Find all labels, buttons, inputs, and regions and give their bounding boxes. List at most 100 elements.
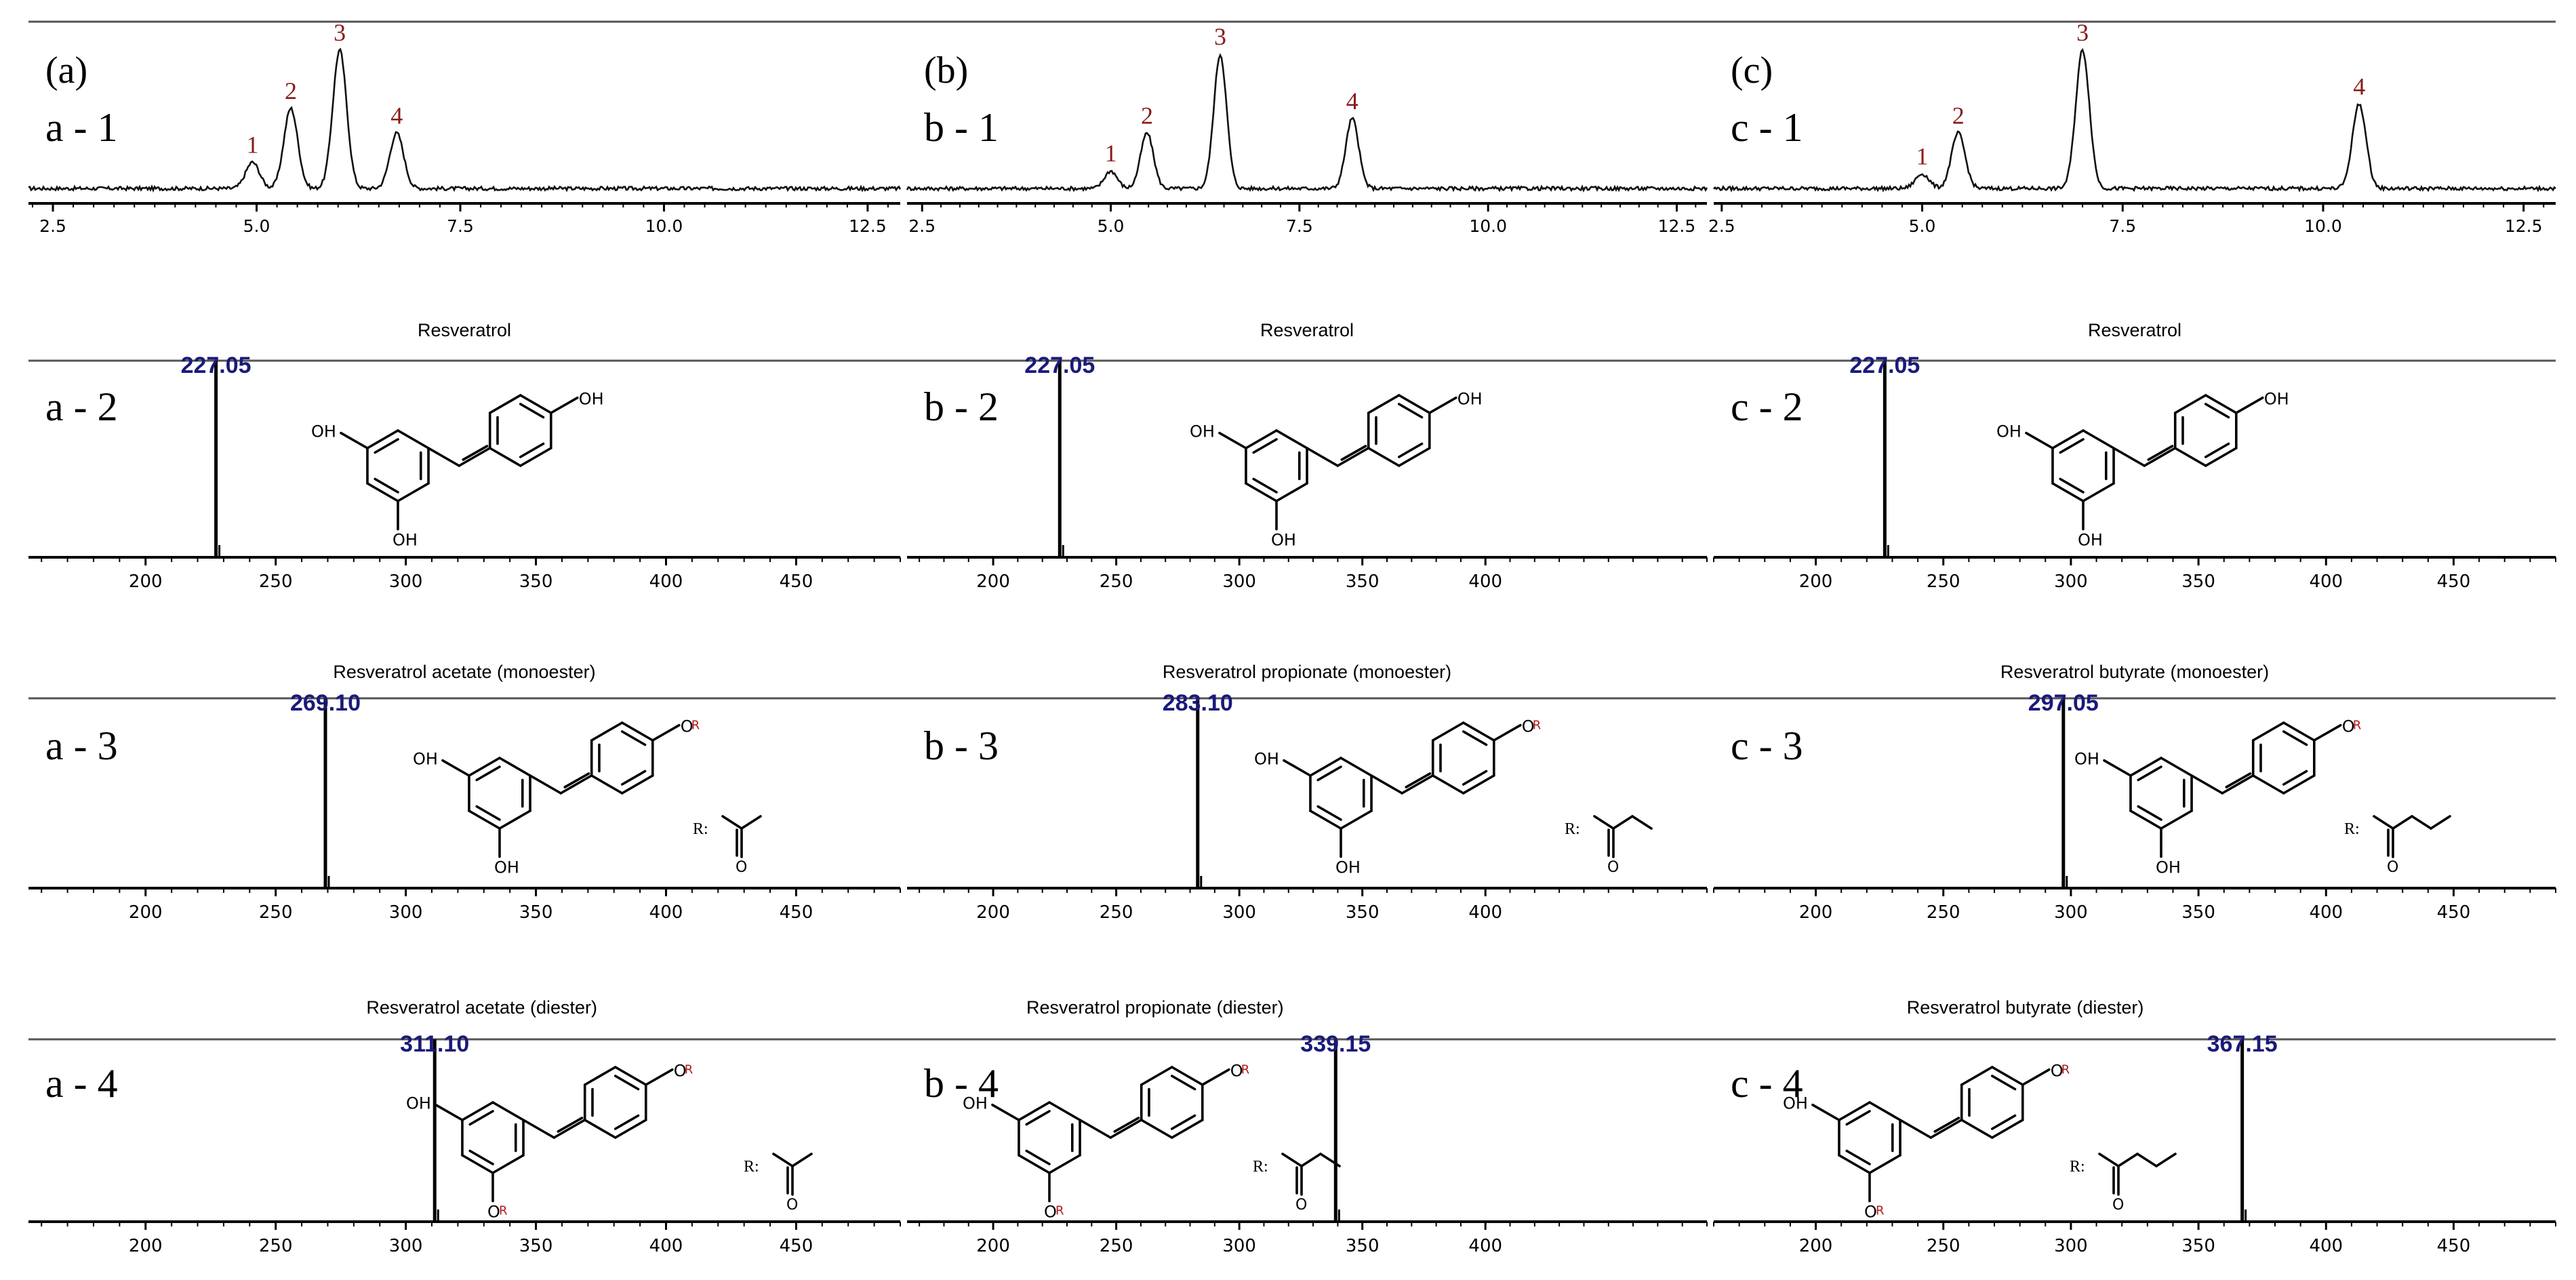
atom-label: OH <box>1335 858 1361 877</box>
atom-label: OH <box>311 422 336 441</box>
x-tick-label: 450 <box>2437 1236 2471 1256</box>
x-tick-label: 400 <box>649 1236 683 1256</box>
panel-sublabel: a - 2 <box>45 384 118 429</box>
x-tick-label: 12.5 <box>2505 216 2543 236</box>
ring-bond <box>397 482 430 502</box>
atom-label: O <box>487 1203 500 1222</box>
ring-bond <box>2082 482 2115 502</box>
ring-bond <box>488 447 522 467</box>
o-bond <box>1283 759 1312 777</box>
ring-bond <box>1245 429 1278 449</box>
vinyl-bond <box>522 1119 556 1139</box>
ring-bond <box>2204 447 2238 467</box>
x-tick-label: 200 <box>976 1236 1010 1256</box>
ring-bond <box>1868 1154 1901 1174</box>
ring-double-bond <box>1462 730 1488 746</box>
ring-bond <box>498 809 531 830</box>
ring-double-bond <box>1252 438 1278 454</box>
x-tick-label: 350 <box>2181 902 2215 923</box>
ring-double-bond <box>374 438 399 454</box>
o-bond <box>441 759 470 777</box>
ring-double-bond <box>1990 1075 2017 1091</box>
ring-double-bond <box>1252 477 1278 494</box>
ester-bond <box>2098 1153 2120 1167</box>
ring-bond <box>2282 774 2316 795</box>
ring-bond <box>1340 809 1373 830</box>
x-tick-label: 200 <box>976 902 1010 923</box>
x-tick-label: 300 <box>2054 1236 2088 1256</box>
alkyl-bond <box>2136 1153 2158 1167</box>
x-tick-label: 200 <box>1799 572 1833 592</box>
ring-bond <box>2173 394 2207 414</box>
alkyl-bond <box>2155 1153 2177 1167</box>
x-tick-label: 250 <box>1927 572 1960 592</box>
ring-bond <box>583 1119 617 1139</box>
ring-bond <box>1462 721 1495 742</box>
ring-bond <box>1140 1066 1173 1086</box>
atom-r-label: R <box>2061 1063 2070 1077</box>
chart-title: Resveratrol butyrate (diester) <box>1907 997 2144 1018</box>
x-tick-label: 250 <box>1927 902 1960 923</box>
panel-sublabel: c - 4 <box>1731 1061 1803 1106</box>
chart-title: Resveratrol propionate (monoester) <box>1163 662 1451 682</box>
ring-double-bond <box>1397 403 1424 419</box>
vinyl-bond <box>2143 447 2177 467</box>
ring-double-bond <box>2282 730 2308 746</box>
ring-double-bond <box>620 730 647 746</box>
ring-bond <box>461 1154 494 1174</box>
x-tick-label: 350 <box>519 902 553 923</box>
mz-label: 367.15 <box>2207 1031 2278 1057</box>
x-tick-label: 300 <box>389 1236 423 1256</box>
o-bond <box>1492 723 1522 742</box>
ring-bond <box>1397 447 1431 467</box>
vinyl-bond <box>552 1119 586 1139</box>
ring-bond <box>498 757 531 777</box>
ring-double-bond <box>519 403 545 419</box>
ring-bond <box>1245 482 1278 502</box>
x-tick-label: 250 <box>1100 1236 1133 1256</box>
mz-label: 297.05 <box>2028 690 2099 716</box>
ring-bond <box>2204 394 2238 414</box>
chart-title: Resveratrol butyrate (monoester) <box>2000 662 2269 682</box>
ring-double-bond <box>2137 805 2162 821</box>
ring-bond <box>1367 447 1401 467</box>
atom-label: OH <box>1190 422 1215 441</box>
x-tick-label: 400 <box>1468 572 1502 592</box>
ring-bond <box>620 774 654 795</box>
ring-bond <box>1309 757 1342 777</box>
chromatogram-3: 12 3 4 2.5 5.0 7.5 10.0 12.5 (c) c - 1 <box>1706 19 2556 236</box>
atom-label: O <box>2342 717 2355 736</box>
x-tick-label: 400 <box>1468 902 1502 923</box>
mz-label: 227.05 <box>1849 353 1920 378</box>
x-tick-label: 350 <box>1346 1236 1380 1256</box>
mz-label: 227.05 <box>1024 353 1095 378</box>
o-bond <box>2234 396 2264 414</box>
ring-bond <box>1868 1101 1901 1121</box>
ring-double-bond <box>468 1149 494 1165</box>
vinyl-bond <box>1336 447 1370 467</box>
ring-double-bond <box>475 805 501 821</box>
x-tick-label: 350 <box>519 572 553 592</box>
panel-sublabel: b - 1 <box>924 105 999 150</box>
vinyl-bond <box>1401 774 1434 795</box>
ring-bond <box>1838 1154 1871 1174</box>
atom-label: OH <box>1996 422 2021 441</box>
panel-sublabel: c - 3 <box>1731 723 1803 768</box>
ring-double-bond <box>1316 805 1342 821</box>
atom-label: O <box>2051 1062 2064 1081</box>
x-tick-label: 10.0 <box>1469 216 1507 236</box>
ring-double-bond <box>1990 1114 2017 1130</box>
mass-spectrum-c-4: 200 250 300 350 400 450 367.15 Resveratrol buty… <box>1707 997 2556 1256</box>
vinyl-double-bond <box>462 445 489 461</box>
o-bond <box>2025 431 2054 449</box>
chromatogram-2: 12 3 4 2.5 5.0 7.5 10.0 12.5 (b) b - 1 <box>899 20 1714 236</box>
mz-label: 227.05 <box>181 353 251 378</box>
resveratrol-structure: OH OH OH <box>1190 390 1483 550</box>
atom-label: OH <box>406 1094 431 1113</box>
ring-bond <box>2251 721 2285 742</box>
peak-label: 2 <box>285 77 297 104</box>
x-tick-label: 350 <box>2181 572 2215 592</box>
x-tick-label: 450 <box>2437 902 2471 923</box>
